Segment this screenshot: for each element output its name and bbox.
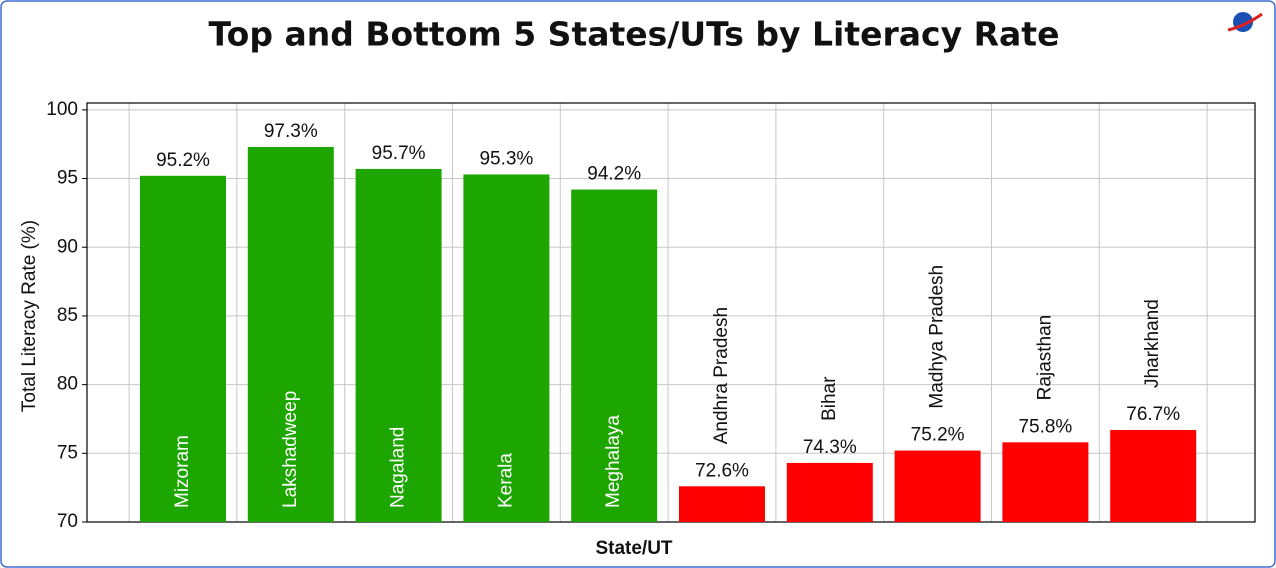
bar <box>679 486 765 522</box>
data-label: 74.3% <box>803 437 857 458</box>
bar <box>571 189 658 522</box>
category-label: Jharkhand <box>1142 299 1163 388</box>
category-label: Nagaland <box>388 427 409 508</box>
category-label: Bihar <box>819 376 840 421</box>
data-label: 75.2% <box>911 425 965 446</box>
category-label: Rajasthan <box>1034 315 1055 401</box>
plot-frame <box>86 102 1256 523</box>
bar <box>894 450 981 522</box>
data-label: 76.7% <box>1126 404 1180 425</box>
bar <box>140 175 226 523</box>
bar <box>247 146 334 522</box>
data-label: 95.7% <box>372 143 426 164</box>
category-label: Andhra Pradesh <box>711 307 732 444</box>
logo <box>1227 12 1263 32</box>
category-label: Mizoram <box>172 435 193 508</box>
category-label: Meghalaya <box>603 415 624 508</box>
y-tick-label: 75 <box>57 442 78 463</box>
bar <box>1002 442 1089 522</box>
y-tick-label: 100 <box>46 99 78 120</box>
category-label: Kerala <box>495 453 516 508</box>
data-label: 95.2% <box>156 150 210 171</box>
category-label: Madhya Pradesh <box>927 265 948 409</box>
data-label: 97.3% <box>264 121 318 142</box>
data-label: 72.6% <box>695 460 749 481</box>
bar <box>1110 429 1197 522</box>
chart-title: Top and Bottom 5 States/UTs by Literacy … <box>209 15 1060 54</box>
y-tick-label: 90 <box>57 236 78 257</box>
y-tick-label: 70 <box>57 511 78 532</box>
bar <box>463 174 550 522</box>
y-tick-label: 95 <box>57 168 78 189</box>
bar <box>355 168 442 522</box>
x-axis-label: State/UT <box>595 538 672 559</box>
bar <box>786 462 873 522</box>
y-axis-label: Total Literacy Rate (%) <box>19 220 40 412</box>
y-tick-label: 85 <box>57 305 78 326</box>
data-label: 94.2% <box>587 164 641 185</box>
y-tick-label: 80 <box>57 374 78 395</box>
data-label: 95.3% <box>479 148 533 169</box>
data-label: 75.8% <box>1018 416 1072 437</box>
category-label: Lakshadweep <box>280 391 301 508</box>
